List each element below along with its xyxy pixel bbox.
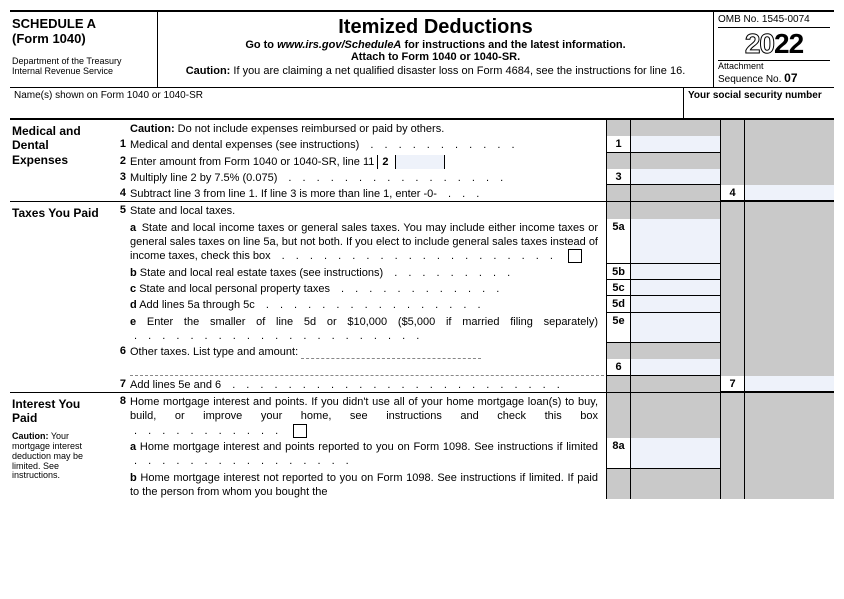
year-century: 20 (745, 28, 774, 59)
ssn-label: Your social security number (688, 90, 822, 101)
line5c-text: c State and local personal property taxe… (130, 280, 606, 296)
line7-amount[interactable] (744, 376, 834, 392)
line5d-amount[interactable] (630, 296, 720, 312)
line8a-box: 8a (606, 438, 630, 469)
line2-inline-no: 2 (377, 155, 392, 169)
omb-number: OMB No. 1545-0074 (718, 14, 830, 28)
names-field[interactable]: Name(s) shown on Form 1040 or 1040-SR (10, 88, 684, 118)
interest-label: Interest You Paid Caution: Your mortgage… (10, 393, 110, 499)
line5b-text: b State and local real estate taxes (see… (130, 264, 606, 280)
irs-label: Internal Revenue Service (12, 66, 151, 76)
line5d-box: 5d (606, 296, 630, 312)
line7-box: 7 (720, 376, 744, 392)
line6-box: 6 (606, 359, 630, 375)
header-center: Itemized Deductions Go to www.irs.gov/Sc… (158, 12, 714, 87)
line6-amount[interactable] (630, 359, 720, 375)
line8-text: Home mortgage interest and points. If yo… (130, 393, 606, 438)
form-page: SCHEDULE A (Form 1040) Department of the… (10, 10, 834, 499)
line2-inline-amount[interactable] (395, 155, 445, 169)
line5c-amount[interactable] (630, 280, 720, 296)
sequence-pre: Sequence No. (718, 74, 784, 85)
line5a-checkbox[interactable] (568, 249, 582, 263)
header-caution: Caution: If you are claiming a net quali… (164, 65, 707, 77)
line5e-box: 5e (606, 313, 630, 344)
line8b-text: b Home mortgage interest not reported to… (130, 469, 606, 500)
line4-amount[interactable] (744, 185, 834, 201)
line5a-label: a (130, 222, 136, 234)
header-left: SCHEDULE A (Form 1040) Department of the… (10, 12, 158, 87)
section-interest: Interest You Paid Caution: Your mortgage… (10, 393, 834, 499)
line8a-amount[interactable] (630, 438, 720, 469)
line3-box: 3 (606, 169, 630, 185)
line5c-box: 5c (606, 280, 630, 296)
line1-text: Medical and dental expenses (see instruc… (130, 136, 606, 152)
interest-note: Caution: Your mortgage interest deductio… (12, 432, 104, 481)
form-header: SCHEDULE A (Form 1040) Department of the… (10, 12, 834, 88)
schedule-label: SCHEDULE A (12, 16, 151, 31)
line5a-box: 5a (606, 219, 630, 264)
names-label: Name(s) shown on Form 1040 or 1040-SR (14, 90, 203, 101)
attach-line: Attach to Form 1040 or 1040-SR. (164, 51, 707, 63)
line5-text: State and local taxes. (130, 202, 606, 218)
line5e-amount[interactable] (630, 313, 720, 344)
goto-post: for instructions and the latest informat… (401, 39, 625, 51)
line5a-text: a State and local income taxes or genera… (130, 219, 606, 264)
line4-text: Subtract line 3 from line 1. If line 3 i… (130, 185, 606, 201)
attachment-label: Attachment (718, 61, 830, 71)
goto-pre: Go to (245, 39, 277, 51)
line4-num: 4 (110, 185, 130, 201)
line6-type-input-2[interactable] (130, 364, 604, 376)
sequence-label: Sequence No. 07 (718, 71, 830, 85)
line3-num: 3 (110, 169, 130, 185)
medical-caution-text: Do not include expenses reimbursed or pa… (175, 123, 445, 135)
ssn-field[interactable]: Your social security number (684, 88, 834, 118)
line5e-text: e Enter the smaller of line 5d or $10,00… (130, 313, 606, 344)
section-taxes: Taxes You Paid 5 State and local taxes. … (10, 202, 834, 393)
goto-url: www.irs.gov/ScheduleA (277, 39, 401, 51)
dept-label: Department of the Treasury (12, 56, 151, 66)
tax-year: 2022 (718, 28, 830, 61)
line8a-text: a Home mortgage interest and points repo… (130, 438, 606, 469)
form-number: (Form 1040) (12, 31, 151, 46)
line3-text: Multiply line 2 by 7.5% (0.075) . . . . … (130, 169, 606, 185)
line5a-amount[interactable] (630, 219, 720, 264)
section-medical: Medical and Dental Expenses Caution: Do … (10, 120, 834, 202)
line1-num: 1 (110, 136, 130, 152)
line5d-text: d Add lines 5a through 5c . . . . . . . … (130, 296, 606, 312)
sequence-no: 07 (784, 71, 797, 85)
line5b-box: 5b (606, 264, 630, 280)
line5b-amount[interactable] (630, 264, 720, 280)
caution-text: If you are claiming a net qualified disa… (230, 65, 685, 77)
line8-checkbox[interactable] (293, 424, 307, 438)
line4-box: 4 (720, 185, 744, 201)
line1-box: 1 (606, 136, 630, 152)
line6-text: Other taxes. List type and amount: (130, 343, 606, 359)
year-yy: 22 (774, 28, 803, 59)
line5-num: 5 (110, 202, 130, 218)
line2-num: 2 (110, 153, 130, 169)
line1-amount[interactable] (630, 136, 720, 152)
goto-line: Go to www.irs.gov/ScheduleA for instruct… (164, 39, 707, 51)
line3-amount[interactable] (630, 169, 720, 185)
medical-caution-label: Caution: (130, 123, 175, 135)
line7-num: 7 (110, 376, 130, 392)
line8-num: 8 (110, 393, 130, 438)
form-title: Itemized Deductions (164, 16, 707, 39)
taxes-label: Taxes You Paid (10, 202, 110, 392)
name-ssn-row: Name(s) shown on Form 1040 or 1040-SR Yo… (10, 88, 834, 120)
header-right: OMB No. 1545-0074 2022 Attachment Sequen… (714, 12, 834, 87)
caution-label: Caution: (186, 65, 231, 77)
line6-type-input[interactable] (301, 347, 481, 359)
line7-text: Add lines 5e and 6 . . . . . . . . . . .… (130, 376, 606, 392)
medical-label: Medical and Dental Expenses (10, 120, 110, 201)
line6-num: 6 (110, 343, 130, 359)
line2-text: Enter amount from Form 1040 or 1040-SR, … (130, 153, 606, 169)
